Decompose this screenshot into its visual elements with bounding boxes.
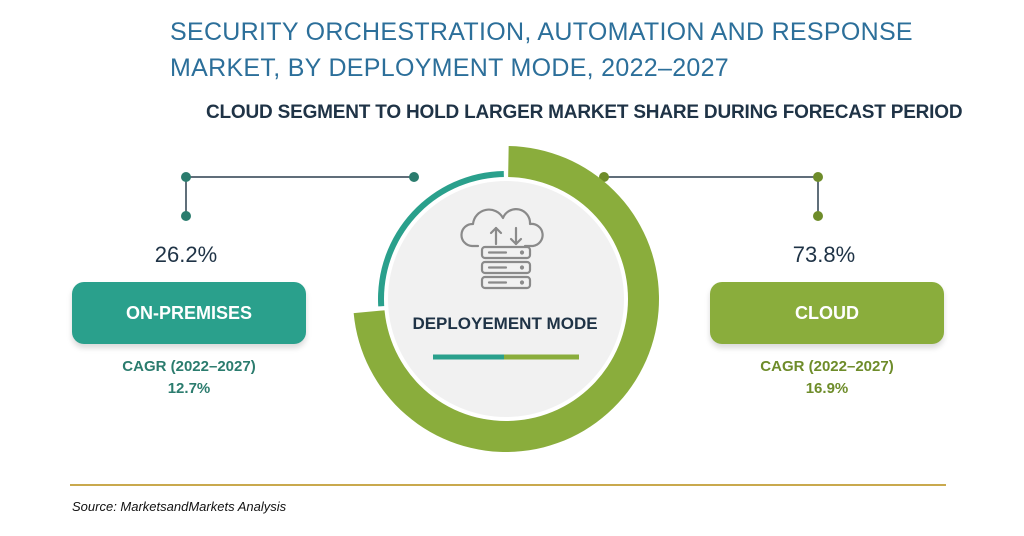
on-premises-share: 26.2% [154,242,218,267]
center-label: DEPLOYEMENT MODE [412,314,598,333]
on-premises-connector [181,172,419,221]
on-premises-cagr: CAGR (2022–2027) 12.7% [72,356,306,400]
cloud-cagr-label: CAGR (2022–2027) [760,358,894,375]
cloud-share: 73.8% [792,242,856,267]
on-premises-cagr-value: 12.7% [167,380,211,397]
chart-title: SECURITY ORCHESTRATION, AUTOMATION AND R… [170,14,930,86]
cloud-box: CLOUD [710,282,944,344]
title-line-2: MARKET, BY DEPLOYMENT MODE, 2022–2027 [170,54,730,82]
cloud-cagr: CAGR (2022–2027) 16.9% [710,356,944,400]
on-premises-box: ON-PREMISES [72,282,306,344]
cloud-cagr-value: 16.9% [805,380,849,397]
donut-center [388,181,624,417]
title-line-1: SECURITY ORCHESTRATION, AUTOMATION AND R… [170,18,913,46]
source-note: Source: MarketsandMarkets Analysis [72,499,287,514]
chart-subtitle: CLOUD SEGMENT TO HOLD LARGER MARKET SHAR… [206,102,963,123]
on-premises-cagr-label: CAGR (2022–2027) [122,358,256,375]
footer-divider [70,484,946,486]
cloud-connector [599,172,823,221]
cloud-server-icon [460,208,544,290]
